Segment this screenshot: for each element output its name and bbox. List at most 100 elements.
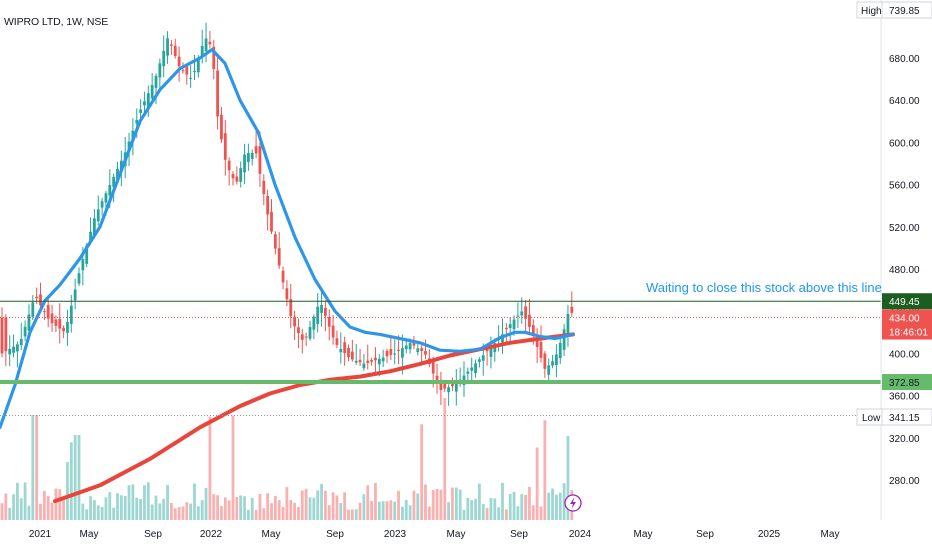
volume-bar bbox=[89, 496, 92, 520]
volume-bar bbox=[562, 483, 566, 520]
candle-body bbox=[239, 168, 243, 182]
candle-body bbox=[220, 114, 223, 140]
candle-body bbox=[212, 46, 216, 69]
candle-body bbox=[404, 345, 408, 350]
volume-bar bbox=[116, 493, 119, 520]
candle-body bbox=[385, 350, 389, 357]
x-tick-label: May bbox=[80, 529, 99, 540]
candle-body bbox=[531, 325, 535, 336]
candle-body bbox=[16, 344, 19, 352]
volume-bar bbox=[474, 498, 477, 520]
candle-body bbox=[4, 317, 8, 352]
volume-bar bbox=[462, 509, 466, 520]
candle-body bbox=[35, 296, 39, 299]
candle-body bbox=[516, 315, 520, 317]
volume-bar bbox=[31, 415, 35, 520]
volume-bar bbox=[512, 492, 516, 520]
volume-bar bbox=[516, 506, 520, 520]
volume-bar bbox=[96, 505, 100, 520]
y-tick-label: 560.00 bbox=[889, 181, 920, 192]
candle-body bbox=[85, 245, 89, 264]
candle-body bbox=[285, 288, 289, 300]
candle-body bbox=[539, 342, 543, 358]
volume-bar bbox=[485, 508, 489, 520]
x-tick-label: Sep bbox=[326, 529, 344, 540]
volume-bar bbox=[193, 483, 196, 520]
candle-body bbox=[558, 342, 562, 359]
candle-body bbox=[266, 196, 270, 215]
candle-body bbox=[478, 359, 481, 363]
candle-body bbox=[158, 63, 162, 78]
volume-bar bbox=[362, 494, 366, 520]
candle-body bbox=[127, 141, 131, 150]
volume-bar bbox=[108, 492, 112, 520]
volume-bar bbox=[454, 487, 458, 520]
volume-bar bbox=[320, 483, 323, 520]
volume-bar bbox=[289, 499, 293, 520]
candle-body bbox=[119, 160, 123, 171]
x-tick-label: May bbox=[262, 529, 281, 540]
volume-bar bbox=[16, 482, 19, 520]
candle-body bbox=[166, 38, 169, 56]
candle-body bbox=[104, 193, 108, 203]
volume-bar bbox=[239, 495, 243, 520]
y-axis: 280.00320.00360.00400.00440.00480.00520.… bbox=[880, 0, 920, 520]
volume-bar bbox=[93, 500, 96, 520]
volume-bar bbox=[354, 509, 358, 520]
lightning-icon[interactable] bbox=[564, 494, 582, 512]
volume-bar bbox=[270, 503, 273, 520]
volume-bar bbox=[520, 494, 524, 520]
candle-body bbox=[185, 65, 189, 75]
ma-long-line bbox=[53, 332, 575, 504]
candle-body bbox=[262, 180, 266, 195]
candle-body bbox=[320, 305, 323, 313]
candle-body bbox=[116, 168, 119, 182]
candle-body bbox=[401, 348, 404, 358]
high-box bbox=[881, 1, 932, 19]
candle-body bbox=[470, 367, 474, 371]
candle-body bbox=[520, 311, 524, 316]
volume-bar bbox=[531, 505, 535, 520]
volume-bar bbox=[69, 442, 73, 520]
candle-body bbox=[555, 354, 558, 366]
volume-bar bbox=[166, 484, 169, 520]
volume-bar bbox=[493, 498, 497, 520]
volume-bar bbox=[170, 502, 173, 520]
volume-bar bbox=[150, 504, 154, 520]
volume-bar bbox=[331, 492, 335, 520]
x-axis: 2021 May Sep 2022 May Sep 2023 May Sep 2024 May Sep… bbox=[29, 529, 840, 540]
candle-body bbox=[19, 338, 23, 346]
candle-body bbox=[366, 360, 370, 363]
volume-bar bbox=[262, 508, 266, 520]
volume-bar bbox=[401, 506, 404, 520]
y-tick-label: 360.00 bbox=[889, 392, 920, 403]
candle-body bbox=[512, 319, 516, 330]
annotation-text: Waiting to close this stock above this l… bbox=[646, 280, 882, 295]
volume-bar bbox=[196, 506, 200, 520]
candle-body bbox=[481, 355, 485, 361]
candle-body bbox=[343, 342, 347, 354]
countdown-value: 18:46:01 bbox=[889, 328, 928, 339]
volume-bar bbox=[535, 447, 539, 520]
volume-bar bbox=[427, 506, 431, 520]
volume-bar bbox=[177, 507, 181, 520]
volume-bar bbox=[304, 488, 308, 520]
volume-bar bbox=[424, 484, 427, 520]
candle-body bbox=[177, 56, 181, 67]
x-tick-label: Sep bbox=[144, 529, 162, 540]
volume-bar bbox=[189, 503, 193, 520]
volume-bar bbox=[100, 506, 104, 520]
support-box bbox=[882, 374, 932, 391]
volume-bar bbox=[412, 490, 416, 520]
volume-bar bbox=[200, 500, 204, 520]
candle-body bbox=[370, 359, 373, 362]
last-price-value: 434.00 bbox=[889, 314, 920, 325]
candle-body bbox=[193, 70, 196, 73]
candle-body bbox=[208, 41, 212, 45]
candle-body bbox=[62, 327, 65, 332]
volume-bar bbox=[62, 499, 65, 520]
candle-body bbox=[23, 326, 27, 337]
volume-bar bbox=[8, 507, 12, 520]
volume-bar bbox=[297, 507, 300, 520]
